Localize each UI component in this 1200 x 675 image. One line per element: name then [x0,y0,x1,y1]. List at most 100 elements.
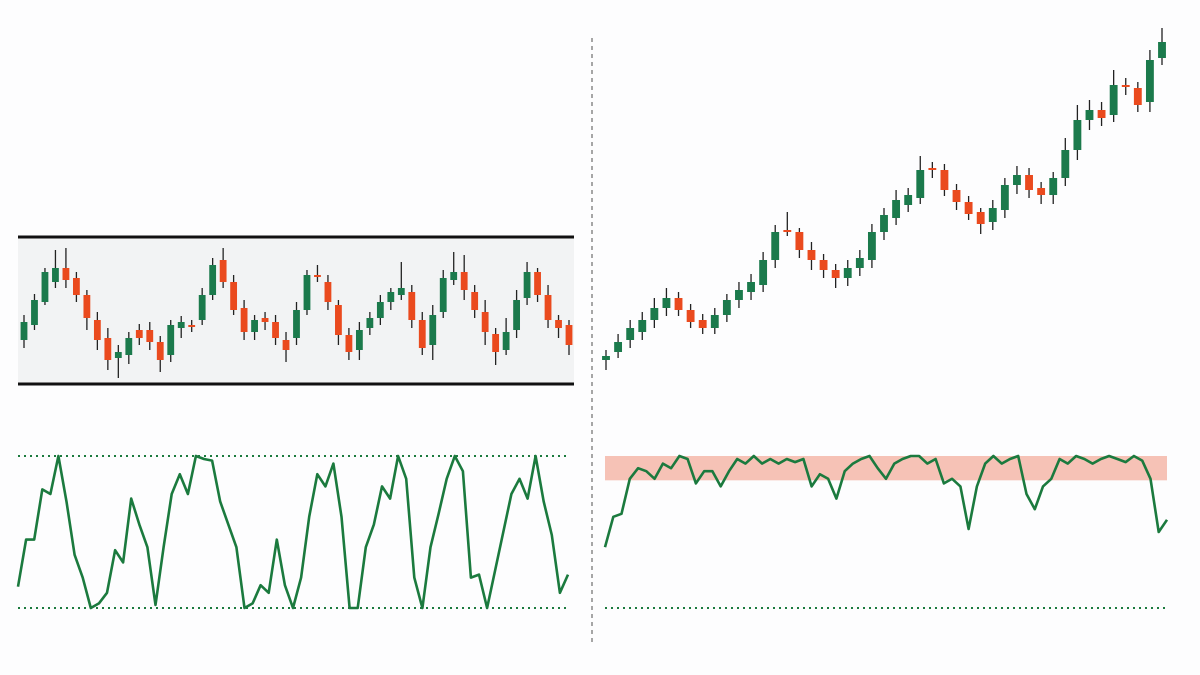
candle-body [492,334,500,352]
candle-body [83,295,91,318]
candle-body [188,325,196,327]
candle-body [146,330,154,342]
candle-body [602,356,610,360]
candle-body [555,320,562,328]
candle-body [759,260,768,285]
candle-body [376,302,384,318]
oscillator-line [16,454,570,610]
candle-body [614,342,623,352]
candle-body [534,272,541,295]
candle-body [807,250,816,260]
candle-body [1158,42,1166,58]
candle-body [747,282,755,292]
candle-body [93,320,101,340]
candle-body [1049,178,1058,195]
candle-body [135,330,143,338]
candle-body [355,330,363,350]
candle-body [783,230,792,232]
candle-body [20,322,28,340]
candle-body [565,325,573,345]
candle-body [471,292,479,310]
candle-body [626,328,635,340]
candle-body [167,325,175,355]
candle-body [1085,110,1094,120]
candle-body [650,308,659,320]
candle-body [710,315,719,328]
candle-body [439,278,447,312]
candle-body [293,310,300,338]
candle-body [481,312,489,332]
candle-body [314,275,321,277]
candle-body [674,298,683,310]
candle-body [418,320,426,348]
candle-body [125,338,133,355]
candle-body [686,310,695,322]
candle-body [282,340,290,350]
candle-body [408,292,416,320]
candle-body [450,272,458,280]
candle-body [397,288,405,295]
candle-body [964,202,973,214]
candle-body [892,200,901,218]
candle-body [795,232,804,250]
candle-body [156,342,164,360]
candle-body [867,232,876,260]
candle-body [855,258,864,268]
candle-body [928,168,937,170]
candle-body [638,320,647,332]
candle-body [324,282,332,302]
candle-body [460,272,468,290]
candle-body [988,208,997,222]
candle-body [261,318,269,322]
candle-body [209,265,217,295]
candle-body [698,320,707,328]
candle-body [1025,175,1033,190]
candle-body [952,190,961,202]
candle-body [177,322,185,328]
candle-body [735,290,743,300]
candle-body [72,278,80,295]
candle-body [1133,88,1142,105]
candle-body [62,268,70,280]
candle-body [198,295,206,320]
candle-body [429,315,437,345]
candle-body [1097,110,1106,118]
candle-body [345,335,353,352]
candle-body [940,170,949,190]
candle-body [976,212,985,224]
candle-body [1013,175,1021,185]
candle-body [831,270,840,278]
candle-body [303,275,311,310]
candle-body [52,268,59,282]
candle-body [544,295,552,320]
candle-body [819,260,828,270]
candle-body [366,318,374,328]
candle-body [916,170,925,198]
candle-body [722,300,731,315]
candle-body [904,195,913,205]
candle-body [272,322,279,338]
candle-body [1121,85,1130,87]
candle-body [1061,150,1070,178]
candle-body [104,338,112,360]
candle-body [251,320,258,332]
oscillator-line [603,454,1169,548]
candle-body [771,232,780,260]
candle-body [1037,188,1046,195]
candle-body [335,305,342,335]
candle-body [843,268,852,278]
candle-body [880,215,888,232]
candle-body [41,272,49,302]
candle-body [662,298,671,308]
candle-body [502,332,510,350]
candle-body [387,292,395,302]
candle-body [513,300,521,330]
candle-body [230,282,238,310]
candle-body [219,260,227,282]
candle-body [31,300,38,325]
candle-body [1000,185,1009,210]
candle-body [1073,120,1082,150]
candle-body [1145,60,1154,102]
